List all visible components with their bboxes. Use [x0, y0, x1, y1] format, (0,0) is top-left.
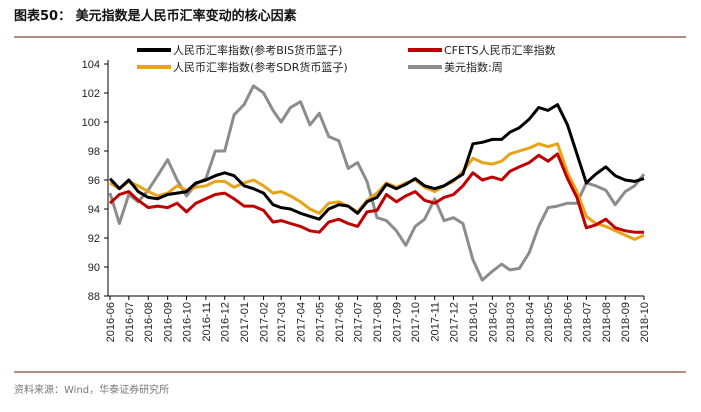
x-tick-label: 2017-03 [276, 302, 288, 342]
x-tick-label: 2016-08 [143, 302, 155, 342]
legend: 人民币汇率指数(参考BIS货币篮子) CFETS人民币汇率指数人民币汇率指数(参考… [137, 43, 556, 74]
x-tick-label: 2016-11 [201, 302, 213, 342]
x-tick-label: 2018-03 [505, 302, 517, 342]
x-tick-label: 2018-02 [487, 302, 499, 342]
series-line-1 [108, 152, 644, 234]
x-tick-label: 2016-12 [220, 302, 232, 342]
x-tick-label: 2017-08 [372, 302, 384, 342]
source-note: 资料来源：Wind，华泰证券研究所 [14, 383, 169, 396]
series-line-0 [108, 103, 645, 221]
legend-label: 美元指数:周 [444, 60, 503, 74]
x-tick-label: 2017-02 [259, 302, 271, 342]
x-tick-label: 2017-11 [430, 302, 442, 342]
y-tick-label: 98 [88, 146, 100, 158]
x-tick-label: 2018-01 [468, 302, 480, 342]
legend-label: CFETS人民币汇率指数 [444, 43, 556, 57]
x-tick-label: 2016-06 [105, 302, 117, 342]
series-line-2 [109, 142, 645, 241]
x-tick-label: 2016-10 [181, 302, 193, 342]
x-tick-label: 2018-10 [639, 302, 651, 342]
y-tick-label: 96 [88, 175, 100, 187]
x-tick-label: 2017-09 [391, 302, 403, 342]
x-tick-label: 2016-07 [124, 302, 136, 342]
legend-label: 人民币汇率指数(参考SDR货币篮子) [173, 60, 348, 74]
x-tick-label: 2018-04 [524, 302, 536, 342]
y-tick-label: 104 [82, 59, 100, 71]
x-tick-label: 2018-05 [543, 302, 555, 342]
x-tick-label: 2017-05 [314, 302, 326, 342]
x-tick-label: 2017-06 [334, 302, 346, 342]
series-lines [108, 84, 646, 282]
axes: 88 90 92 94 96 98 100 102 104 2016-06 2016-07 2016-… [82, 59, 651, 342]
y-tick-label: 102 [82, 88, 100, 100]
x-tick-label: 2018-07 [581, 302, 593, 342]
x-tick-label: 2018-09 [620, 302, 632, 342]
y-tick-label: 88 [88, 291, 100, 303]
y-tick-label: 94 [88, 204, 100, 216]
x-tick-label: 2018-08 [601, 302, 613, 342]
y-tick-label: 100 [82, 117, 100, 129]
x-tick-label: 2017-07 [353, 302, 365, 342]
y-tick-label: 90 [88, 262, 100, 274]
x-tick-label: 2017-10 [410, 302, 422, 342]
x-tick-label: 2017-04 [296, 302, 308, 342]
x-tick-label: 2017-12 [448, 302, 460, 342]
x-tick-label: 2017-01 [239, 302, 251, 342]
x-tick-label: 2016-09 [163, 302, 175, 342]
x-tick-label: 2018-06 [563, 302, 575, 342]
figure-title: 图表50： 美元指数是人民币汇率变动的核心因素 [14, 8, 297, 24]
legend-label: 人民币汇率指数(参考BIS货币篮子) [173, 43, 342, 57]
y-tick-label: 92 [88, 233, 100, 245]
